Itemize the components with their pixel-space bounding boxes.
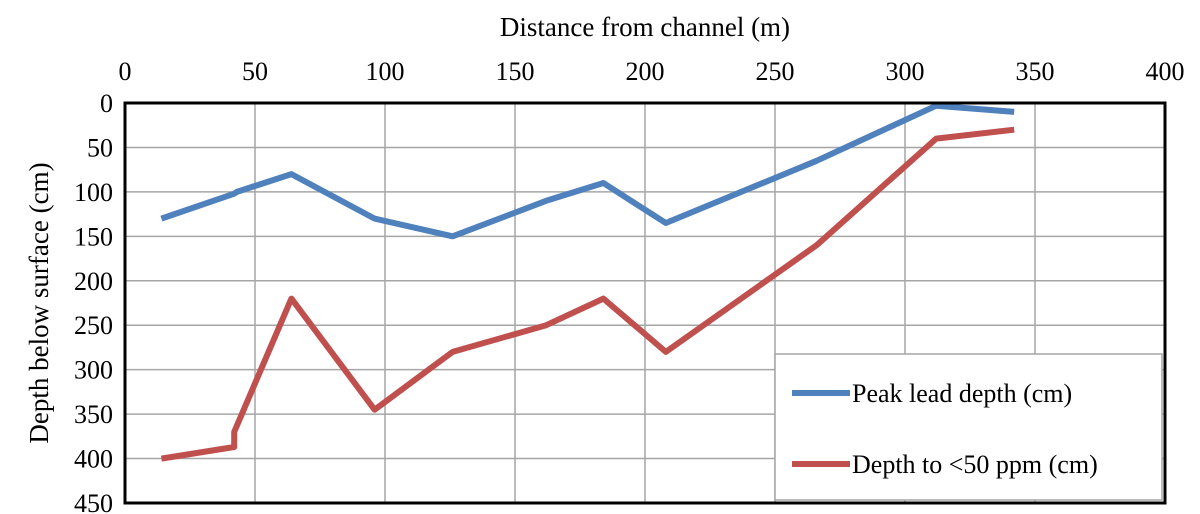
grid [124,102,1166,504]
y-tick-label: 350 [74,400,113,429]
x-tick-label: 250 [756,57,795,86]
x-axis-title: Distance from channel (m) [500,12,790,42]
y-tick-label: 400 [74,445,113,474]
x-tick-labels: 0 50 100 150 200 250 300 350 400 [119,57,1185,86]
y-tick-label: 200 [74,267,113,296]
legend-label-depth-50ppm: Depth to <50 ppm (cm) [852,450,1098,479]
y-tick-label: 150 [74,222,113,251]
legend-label-peak-lead: Peak lead depth (cm) [852,379,1072,408]
y-tick-label: 100 [74,178,113,207]
x-tick-label: 0 [119,57,132,86]
y-axis-title: Depth below surface (cm) [24,162,54,443]
x-tick-label: 300 [886,57,925,86]
plot-frame [123,101,1167,505]
x-tick-label: 400 [1146,57,1185,86]
series-line-depth-50ppm [160,126,1015,462]
legend-box [774,353,1163,501]
x-tick-label: 50 [242,57,268,86]
series-line-peak-lead [160,102,1015,240]
legend: Peak lead depth (cm) Depth to <50 ppm (c… [774,353,1163,501]
y-tick-label: 50 [87,133,113,162]
x-tick-label: 100 [366,57,405,86]
y-tick-label: 450 [74,489,113,514]
x-tick-label: 350 [1016,57,1055,86]
y-tick-label: 250 [74,311,113,340]
series-layer [160,102,1015,462]
x-tick-label: 200 [626,57,665,86]
x-tick-label: 150 [496,57,535,86]
y-tick-label: 0 [100,89,113,118]
y-tick-label: 300 [74,356,113,385]
y-tick-labels: 0 50 100 150 200 250 300 350 400 450 [74,89,113,514]
